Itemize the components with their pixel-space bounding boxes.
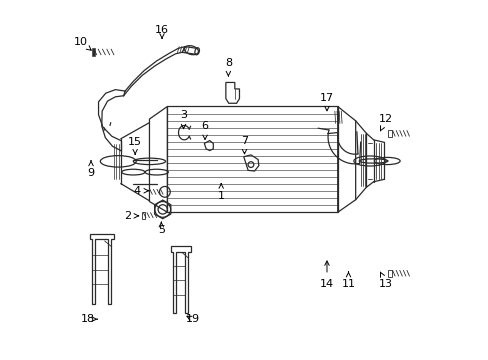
Text: 3: 3 <box>180 111 186 129</box>
Text: 19: 19 <box>185 314 199 324</box>
Text: 1: 1 <box>217 184 224 201</box>
Text: 16: 16 <box>155 25 169 38</box>
Text: 17: 17 <box>319 93 333 111</box>
Text: 12: 12 <box>378 114 392 131</box>
Text: 9: 9 <box>87 161 94 178</box>
Text: 5: 5 <box>158 222 164 235</box>
Text: 8: 8 <box>224 58 231 76</box>
Text: 18: 18 <box>80 314 97 324</box>
Text: 6: 6 <box>201 121 208 139</box>
Text: 2: 2 <box>124 211 139 221</box>
Bar <box>387 130 391 137</box>
Text: 13: 13 <box>378 272 392 289</box>
Bar <box>92 48 95 55</box>
Text: 11: 11 <box>341 272 355 289</box>
Text: 4: 4 <box>133 186 148 196</box>
Bar <box>387 270 391 277</box>
Text: 7: 7 <box>241 136 247 154</box>
Text: 14: 14 <box>319 261 333 289</box>
Bar <box>142 212 145 219</box>
Text: 15: 15 <box>128 138 142 154</box>
Text: 10: 10 <box>74 37 91 50</box>
